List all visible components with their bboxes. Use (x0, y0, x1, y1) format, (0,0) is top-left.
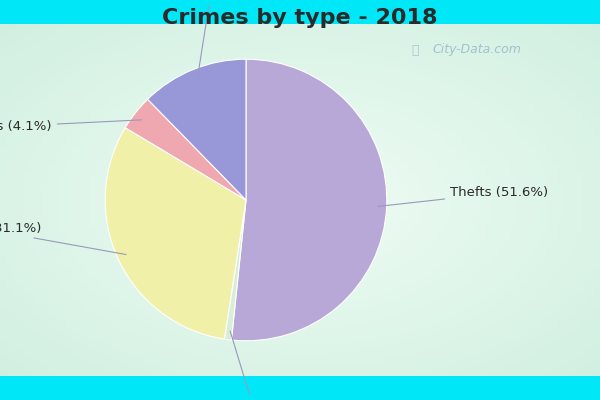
Wedge shape (125, 99, 246, 200)
Text: ⓘ: ⓘ (411, 44, 419, 56)
Text: Burglaries (31.1%): Burglaries (31.1%) (0, 222, 126, 254)
Text: Robberies (0.8%): Robberies (0.8%) (196, 331, 310, 400)
Wedge shape (224, 200, 246, 340)
Text: Thefts (51.6%): Thefts (51.6%) (378, 186, 548, 206)
Text: Crimes by type - 2018: Crimes by type - 2018 (162, 8, 438, 28)
Wedge shape (148, 59, 246, 200)
Text: Assaults (4.1%): Assaults (4.1%) (0, 120, 142, 133)
Wedge shape (105, 128, 246, 339)
Wedge shape (232, 59, 387, 341)
Text: City-Data.com: City-Data.com (432, 44, 521, 56)
Text: Auto thefts (12.3%): Auto thefts (12.3%) (145, 0, 276, 77)
